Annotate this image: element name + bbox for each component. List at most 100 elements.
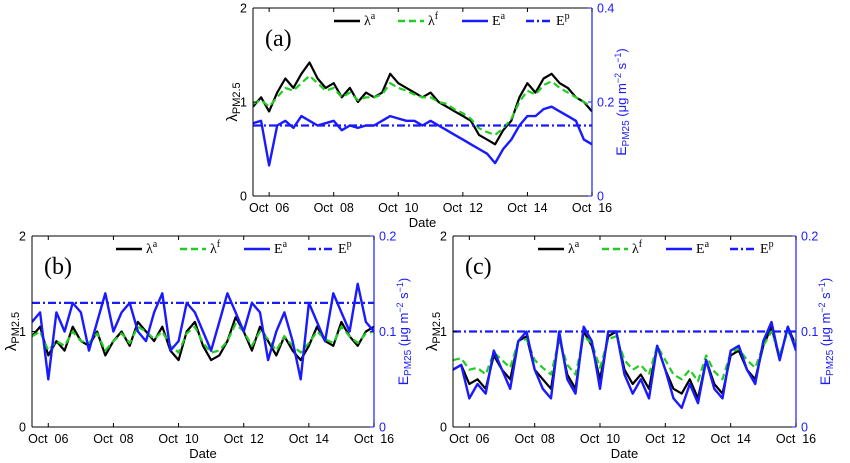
x-tick-label: Oct 06 xyxy=(249,201,289,215)
y-tick-label: 1 xyxy=(240,96,247,110)
y2-axis-label-y2label-sub: PM25 xyxy=(621,120,632,147)
legend-label-sup: p xyxy=(565,11,570,22)
x-tick-label: Oct 12 xyxy=(224,432,264,446)
legend-label: Ep xyxy=(760,239,774,257)
x-tick-label: Oct 14 xyxy=(289,432,329,446)
y2-axis-label-y2label-unit-mid: s xyxy=(396,292,411,303)
legend-label-main: λ xyxy=(568,242,575,257)
y2-axis-label-y2label-unit-end: ) xyxy=(614,48,629,52)
y-axis-label: λPM2.5 xyxy=(424,312,443,351)
y-axis-label-sub: PM2.5 xyxy=(10,312,22,344)
legend-label-main: λ xyxy=(210,242,217,257)
y-tick-label: 1 xyxy=(440,325,447,339)
legend-label-main: λ xyxy=(364,14,371,29)
y2-axis-label-y2label-unit-end: ) xyxy=(818,278,833,282)
y-axis-label: λPM2.5 xyxy=(3,312,22,351)
x-tick-label: Oct 08 xyxy=(314,201,354,215)
legend-label-main: E xyxy=(556,14,565,29)
y2-axis-label-y2label-unit-end: ) xyxy=(396,278,411,282)
y2-tick-label: 0 xyxy=(379,421,386,435)
y-axis-label-main: λ xyxy=(424,343,441,351)
y-tick-label: 1 xyxy=(19,325,26,339)
y2-axis-label-y2label-unit-exp2: −1 xyxy=(817,282,827,292)
y2-axis-label-y2label-unit-mid: s xyxy=(818,292,833,303)
legend-label: λf xyxy=(632,239,643,257)
x-tick-label: Oct 08 xyxy=(93,432,133,446)
chart-panel-c: Oct 06 Oct 08 Oct 10 Oct 12 Oct 14 Oct 160120… xyxy=(424,230,836,462)
legend-label-sup: a xyxy=(283,239,288,250)
y-tick-label: 0 xyxy=(440,421,447,435)
x-axis-label: Date xyxy=(611,446,638,461)
y-tick-label: 2 xyxy=(19,230,26,244)
y2-tick-label: 0.1 xyxy=(801,325,818,339)
x-tick-label: Oct 16 xyxy=(776,432,816,446)
y2-axis-label: EPM25 (μg m−2 s−1) xyxy=(817,278,836,386)
y2-axis-label-y2label-sub: PM25 xyxy=(825,349,836,376)
series-line-E-a xyxy=(453,320,796,410)
legend-label-sup: a xyxy=(371,11,376,22)
x-tick-label: Oct 06 xyxy=(28,432,68,446)
y2-tick-label: 0.2 xyxy=(597,96,614,110)
panel-label: (a) xyxy=(265,26,292,52)
panel-label: (b) xyxy=(44,254,72,280)
legend-label-main: E xyxy=(274,242,283,257)
legend-label-sup: f xyxy=(639,239,643,250)
legend: λa λf Ea Ep xyxy=(116,239,352,257)
x-tick-label: Oct 16 xyxy=(354,432,394,446)
y2-tick-label: 0.2 xyxy=(801,230,818,244)
y2-axis-label-y2label-sub: PM25 xyxy=(403,349,414,376)
legend-label-sup: p xyxy=(347,239,352,250)
y2-axis-label-y2label-main: E xyxy=(817,376,833,385)
y2-axis-label-y2label-unit: (μg m xyxy=(818,313,833,350)
series-line-E-a xyxy=(253,105,592,167)
series-line-E-a xyxy=(32,282,374,381)
x-tick-label: Oct 12 xyxy=(645,432,685,446)
y2-axis-label: EPM25 (μg m−2 s−1) xyxy=(395,278,414,386)
legend-label-sup: a xyxy=(705,239,710,250)
x-tick-label: Oct 08 xyxy=(515,432,555,446)
legend-label-main: λ xyxy=(146,242,153,257)
chart-panel-a: Oct 06 Oct 08 Oct 10 Oct 12 Oct 14 Oct 160120… xyxy=(224,2,632,231)
legend-label: Ep xyxy=(338,239,352,257)
x-tick-label: Oct 14 xyxy=(507,201,547,215)
x-tick-label: Oct 10 xyxy=(378,201,418,215)
chart-panel-b: Oct 06 Oct 08 Oct 10 Oct 12 Oct 14 Oct 160 1 2 0… xyxy=(3,230,414,462)
y-axis-label-main: λ xyxy=(3,343,20,351)
legend-label: λa xyxy=(568,239,580,257)
legend-label-main: E xyxy=(338,242,347,257)
y2-axis-label-y2label-unit: (μg m xyxy=(396,313,411,350)
y2-axis-label-y2label-main: E xyxy=(395,376,411,385)
legend-label-sup: a xyxy=(153,239,158,250)
legend-label: Ea xyxy=(274,239,288,257)
legend-label-sup: f xyxy=(217,239,221,250)
legend-label-sup: f xyxy=(435,11,439,22)
legend-label: λf xyxy=(428,11,439,29)
legend-label-main: E xyxy=(696,242,705,257)
x-axis-label: Date xyxy=(189,446,216,461)
y-tick-label: 0 xyxy=(240,190,247,204)
y2-axis-label: EPM25 (μg m−2 s−1) xyxy=(613,48,632,156)
series-line-lambda-a xyxy=(253,61,592,146)
y2-tick-label: 0.2 xyxy=(379,230,396,244)
y-tick-label: 2 xyxy=(240,2,247,16)
y-axis-label-main: λ xyxy=(224,114,241,122)
legend-label-main: E xyxy=(492,14,501,29)
y2-axis-label-y2label-unit-exp2: −1 xyxy=(613,53,623,63)
panel-label: (c) xyxy=(465,254,492,280)
series-line-lambda-f xyxy=(32,322,374,354)
legend-label: λa xyxy=(146,239,158,257)
legend-label: Ea xyxy=(492,11,506,29)
legend-label: λf xyxy=(210,239,221,257)
x-tick-label: Oct 10 xyxy=(158,432,198,446)
y2-tick-label: 0.4 xyxy=(597,2,614,16)
y2-axis-label-y2label-unit: (μg m xyxy=(614,83,629,120)
legend-label-sup: p xyxy=(769,239,774,250)
y2-axis-label-y2label-unit-exp1: −2 xyxy=(817,302,827,312)
y2-axis-label-y2label-unit-exp1: −2 xyxy=(613,73,623,83)
y2-axis-label-y2label-unit-mid: s xyxy=(614,62,629,73)
y-axis-label-sub: PM2.5 xyxy=(231,82,243,114)
x-tick-label: Oct 10 xyxy=(580,432,620,446)
legend-label-main: λ xyxy=(632,242,639,257)
y2-tick-label: 0 xyxy=(801,421,808,435)
